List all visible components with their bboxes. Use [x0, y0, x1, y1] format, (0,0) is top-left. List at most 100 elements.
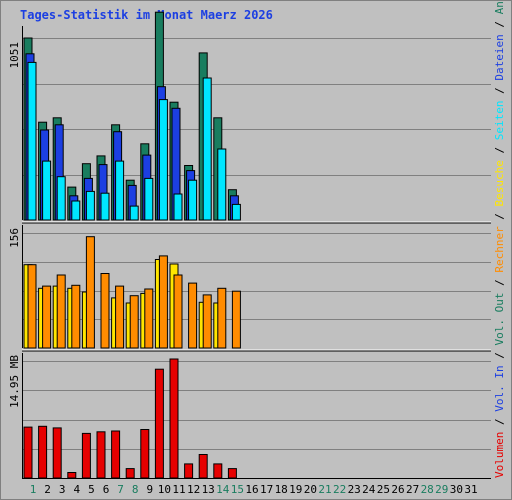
bar-seiten-day-14 — [217, 148, 227, 221]
x-tick-label-day-3: 3 — [59, 483, 66, 496]
bar-rechner-day-6 — [100, 273, 110, 349]
legend-separator: / — [493, 140, 506, 160]
bar-seiten-day-9 — [144, 177, 154, 221]
x-tick-label-day-13: 13 — [202, 483, 215, 496]
x-tick-label-day-18: 18 — [275, 483, 288, 496]
bar-rechner-day-8 — [129, 295, 139, 349]
bar-volumen-day-15 — [227, 468, 237, 479]
bar-volumen-day-5 — [81, 432, 91, 479]
bar-rechner-day-4 — [71, 284, 81, 349]
bar-rechner-day-1 — [27, 264, 37, 349]
x-tick-label-day-25: 25 — [377, 483, 390, 496]
legend-entry-vol-in: Vol. In — [493, 365, 506, 411]
x-tick-label-day-31: 31 — [464, 483, 477, 496]
x-tick-label-day-22: 22 — [333, 483, 346, 496]
bar-volumen-day-7 — [111, 430, 121, 479]
bar-seiten-day-11 — [173, 193, 183, 221]
bar-rechner-day-3 — [56, 274, 66, 349]
legend-separator: / — [493, 81, 506, 101]
legend-separator: / — [493, 14, 506, 34]
bar-rechner-day-10 — [158, 255, 168, 349]
legend-entry-besuche: Besuche — [493, 160, 506, 206]
x-tick-label-day-7: 7 — [117, 483, 124, 496]
legend: Volumen / Vol. In / Vol. Out / Rechner /… — [493, 0, 506, 478]
bar-rechner-day-12 — [188, 282, 198, 349]
bar-volumen-day-3 — [52, 427, 62, 479]
bar-rechner-day-11 — [173, 274, 183, 349]
bar-seiten-day-6 — [100, 192, 110, 221]
legend-separator: / — [493, 346, 506, 366]
bar-volumen-day-4 — [67, 472, 77, 479]
bar-rechner-day-2 — [42, 285, 52, 349]
legend-entry-volumen: Volumen — [493, 432, 506, 478]
legend-entry-seiten: Seiten — [493, 100, 506, 140]
bar-volumen-day-11 — [169, 358, 179, 479]
x-tick-label-day-1: 1 — [30, 483, 37, 496]
bar-volumen-day-9 — [140, 429, 150, 479]
bar-seiten-day-13 — [202, 77, 212, 221]
x-tick-label-day-21: 21 — [318, 483, 331, 496]
x-tick-label-day-27: 27 — [406, 483, 419, 496]
bar-volumen-day-8 — [125, 468, 135, 479]
legend-separator: / — [493, 206, 506, 226]
bar-rechner-day-14 — [217, 287, 227, 349]
x-tick-label-day-10: 10 — [158, 483, 171, 496]
x-tick-label-day-12: 12 — [187, 483, 200, 496]
grid-layer — [22, 26, 491, 479]
bar-rechner-day-15 — [231, 290, 241, 349]
x-tick-label-day-23: 23 — [348, 483, 361, 496]
y-max-label: 14.95 MB — [8, 355, 21, 408]
x-tick-label-day-5: 5 — [88, 483, 95, 496]
legend-text: Volumen / Vol. In / Vol. Out / Rechner /… — [493, 0, 506, 478]
legend-entry-vol-out: Vol. Out — [493, 293, 506, 346]
bar-seiten-day-5 — [85, 190, 95, 221]
bar-volumen-day-1 — [23, 426, 33, 479]
bar-volumen-day-13 — [198, 454, 208, 479]
bar-seiten-day-12 — [188, 179, 198, 221]
x-tick-label-day-24: 24 — [362, 483, 376, 496]
x-tick-label-day-19: 19 — [289, 483, 302, 496]
bar-rechner-day-13 — [202, 294, 212, 349]
bar-seiten-day-10 — [158, 99, 168, 221]
x-tick-label-day-17: 17 — [260, 483, 273, 496]
bar-seiten-day-8 — [129, 205, 139, 221]
bar-seiten-day-7 — [115, 160, 125, 221]
bar-volumen-day-2 — [38, 425, 48, 479]
legend-entry-rechner: Rechner — [493, 226, 506, 273]
bar-volumen-day-10 — [154, 368, 164, 479]
bar-seiten-day-3 — [56, 176, 66, 221]
bars-layer — [23, 11, 241, 479]
bar-seiten-day-4 — [71, 200, 81, 221]
x-tick-label-day-11: 11 — [172, 483, 185, 496]
x-tick-label-day-28: 28 — [421, 483, 434, 496]
bar-volumen-day-6 — [96, 431, 106, 479]
bar-rechner-day-7 — [115, 285, 125, 349]
x-tick-label-day-30: 30 — [450, 483, 463, 496]
x-tick-label-day-14: 14 — [216, 483, 230, 496]
x-tick-label-day-8: 8 — [132, 483, 139, 496]
legend-separator: / — [493, 273, 506, 293]
legend-separator: / — [493, 412, 506, 432]
bar-volumen-day-14 — [213, 463, 223, 479]
bar-seiten-day-15 — [231, 203, 241, 221]
x-tick-label-day-29: 29 — [435, 483, 448, 496]
x-tick-label-day-4: 4 — [73, 483, 80, 496]
x-tick-label-day-9: 9 — [146, 483, 153, 496]
x-tick-label-day-20: 20 — [304, 483, 317, 496]
bar-rechner-day-9 — [144, 288, 154, 349]
bar-seiten-day-2 — [42, 160, 52, 221]
bar-seiten-day-1 — [27, 61, 37, 221]
chart-title: Tages-Statistik im Monat Maerz 2026 — [20, 8, 273, 22]
x-tick-label-day-2: 2 — [44, 483, 51, 496]
bar-volumen-day-12 — [184, 463, 194, 479]
bar-rechner-day-5 — [85, 236, 95, 349]
y-max-label: 156 — [8, 228, 21, 248]
legend-entry-dateien: Dateien — [493, 34, 506, 80]
x-tick-label-day-26: 26 — [391, 483, 404, 496]
x-tick-label-day-16: 16 — [245, 483, 258, 496]
x-tick-label-day-15: 15 — [231, 483, 244, 496]
x-tick-label-day-6: 6 — [103, 483, 110, 496]
